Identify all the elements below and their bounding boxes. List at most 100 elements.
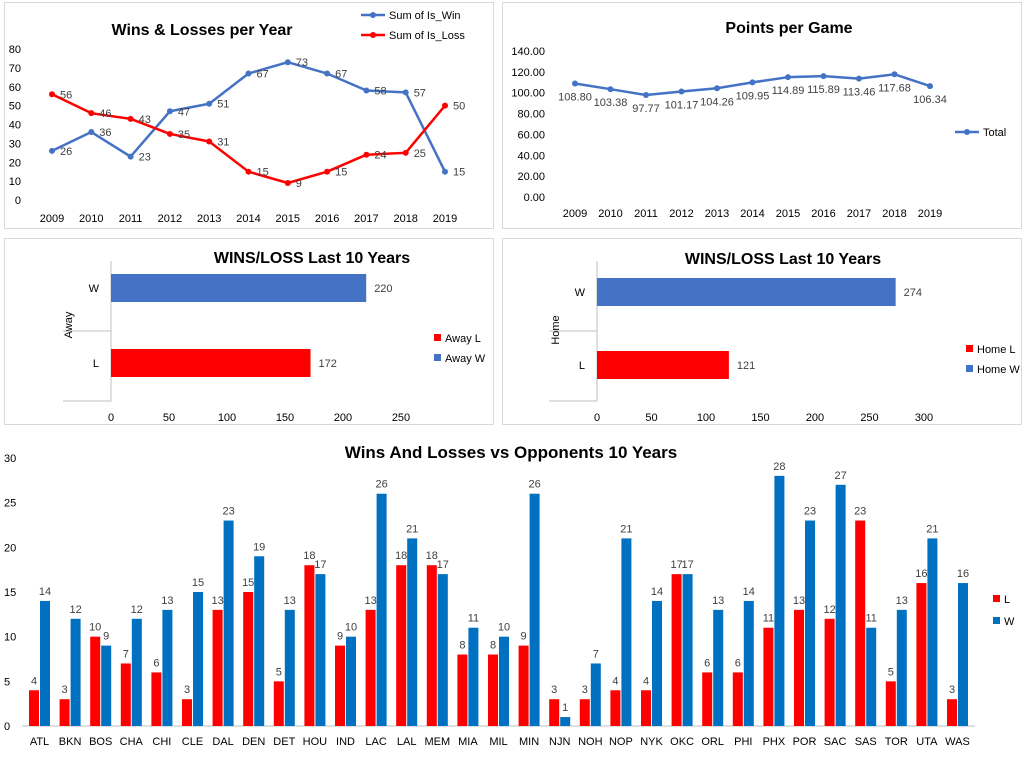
x-tick-label: DET: [273, 736, 295, 748]
data-point: [820, 73, 827, 80]
data-label: 14: [743, 586, 755, 598]
data-label: 11: [468, 613, 479, 625]
x-tick-label: IND: [336, 736, 355, 748]
data-label: 4: [643, 675, 649, 687]
legend-swatch: [993, 617, 1000, 624]
x-tick-label: 2010: [598, 208, 622, 220]
bar-L-IND: [335, 645, 345, 726]
x-tick-label: ORL: [701, 736, 724, 748]
data-point: [442, 102, 448, 109]
data-label: 3: [582, 684, 588, 696]
wins-losses-per-year-chart: Wins & Losses per Year 0 10 20 30 40 50 60 70 80 2…: [9, 10, 466, 225]
data-point: [785, 74, 791, 81]
data-label: 11: [763, 613, 774, 625]
data-label: 4: [31, 675, 37, 687]
data-label: 24: [374, 150, 386, 162]
y-tick-label: 20.00: [517, 171, 545, 183]
x-tick-label: WAS: [945, 736, 970, 748]
data-point: [749, 79, 756, 86]
data-label: 73: [296, 57, 308, 69]
x-tick-label: LAC: [365, 736, 386, 748]
data-label: 8: [490, 640, 496, 652]
data-label: 12: [823, 604, 835, 616]
data-label: 17: [437, 559, 449, 571]
bar-W-NJN: [560, 717, 571, 726]
legend-label: W: [1004, 616, 1015, 628]
bar-L-MIL: [488, 654, 498, 726]
x-tick-label: 2014: [740, 208, 764, 220]
data-label: 9: [103, 631, 109, 643]
data-point: [49, 147, 55, 154]
data-point: [442, 168, 448, 175]
x-tick-label: 2009: [40, 213, 64, 225]
category-label: L: [579, 360, 585, 372]
x-tick-label: PHI: [734, 736, 752, 748]
legend-label: Home L: [977, 344, 1016, 356]
x-tick-label: 2017: [847, 208, 871, 220]
data-point: [714, 85, 720, 92]
y-tick-label: 30: [9, 138, 21, 150]
bar-W-NYK: [652, 600, 662, 726]
data-label: 114.89: [772, 85, 805, 97]
bar-W: [597, 278, 896, 306]
data-label: 23: [222, 506, 234, 518]
legend-label: Sum of Is_Win: [389, 10, 461, 22]
data-label: 5: [888, 666, 894, 678]
bar-W-IND: [346, 636, 356, 726]
x-tick-label: CHI: [152, 736, 171, 748]
data-label: 47: [178, 106, 190, 118]
data-label: 13: [712, 595, 724, 607]
data-label: 35: [178, 129, 190, 141]
data-label: 274: [904, 287, 922, 299]
x-tick-label: CLE: [182, 736, 203, 748]
data-point: [245, 168, 252, 175]
data-label: 16: [915, 568, 927, 580]
data-label: 27: [834, 470, 846, 482]
x-tick-label: 2010: [79, 213, 103, 225]
bar-L-LAL: [396, 565, 407, 726]
data-label: 3: [949, 684, 955, 696]
x-tick-label: 200: [334, 412, 352, 424]
x-tick-label: 2013: [197, 213, 221, 225]
data-point: [643, 92, 649, 99]
data-label: 67: [335, 69, 347, 81]
x-tick-label: 2019: [433, 213, 457, 225]
data-label: 9: [296, 178, 302, 190]
x-tick-label: 2009: [563, 208, 587, 220]
data-label: 26: [375, 479, 387, 491]
data-label: 23: [139, 152, 151, 164]
x-tick-label: CHA: [120, 736, 144, 748]
data-label: 9: [337, 631, 343, 643]
bar-W-TOR: [896, 609, 907, 726]
bar-L-NOP: [610, 690, 621, 726]
data-label: 15: [257, 167, 269, 179]
data-point: [88, 110, 95, 117]
bar-L-LAC: [365, 609, 376, 726]
data-label: 1: [562, 702, 568, 714]
bar-L: [111, 349, 311, 377]
data-label: 172: [319, 358, 337, 370]
y-tick-label: 20: [4, 542, 16, 554]
data-label: 43: [139, 114, 151, 126]
data-label: 31: [217, 136, 229, 148]
bar-W-PHX: [774, 475, 785, 726]
data-point: [245, 70, 252, 77]
y-tick-label: 50: [9, 101, 21, 113]
bar-W-LAC: [376, 493, 387, 726]
y-tick-label: 60.00: [517, 129, 545, 141]
x-tick-label: 2018: [882, 208, 906, 220]
bar-L-ORL: [702, 672, 713, 726]
data-label: 58: [374, 86, 386, 98]
x-tick-label: ATL: [30, 736, 49, 748]
data-label: 18: [395, 550, 407, 562]
data-label: 7: [123, 648, 129, 660]
x-tick-label: 150: [751, 412, 769, 424]
data-label: 13: [161, 595, 173, 607]
y-tick-label: 20: [9, 157, 21, 169]
bar-W-SAS: [866, 627, 877, 726]
x-tick-label: PHX: [763, 736, 786, 748]
opponents-wins-losses-chart: Wins And Losses vs Opponents 10 Years 0 5 1…: [4, 443, 1015, 748]
y-tick-label: 5: [4, 676, 10, 688]
x-tick-label: 2015: [276, 213, 300, 225]
data-point: [324, 168, 331, 175]
